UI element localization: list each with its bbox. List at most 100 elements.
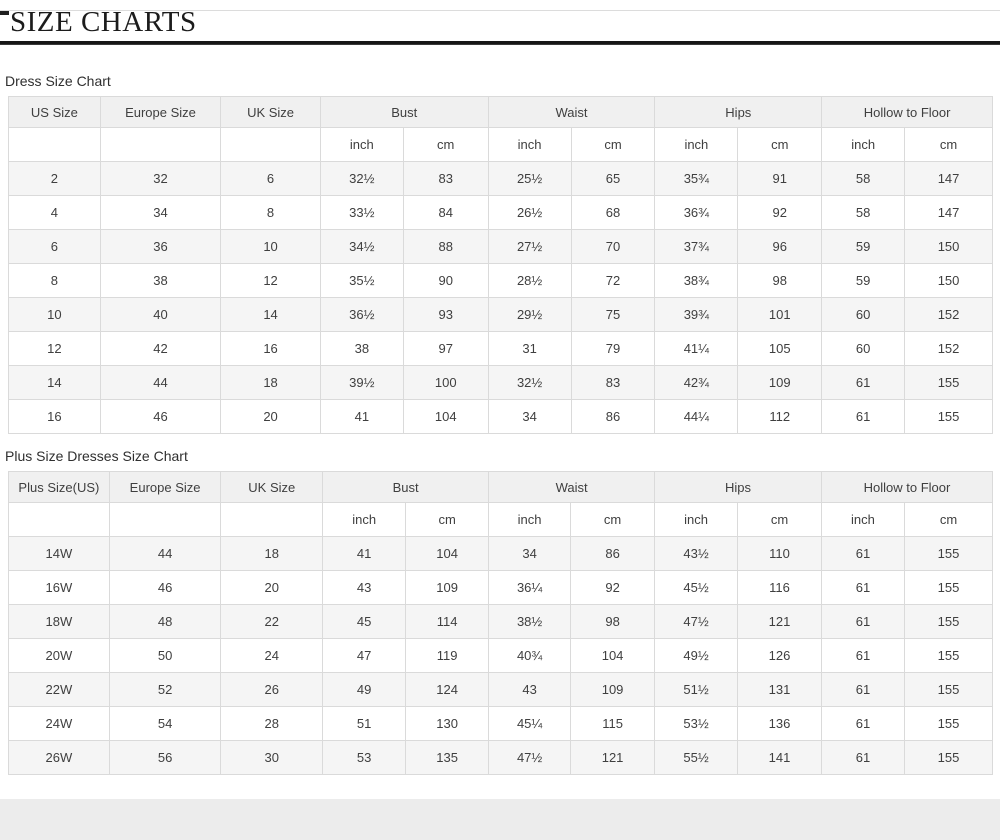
cell-europe-size: 56 xyxy=(108,740,222,775)
cell-us-size: 8 xyxy=(8,263,101,298)
cell-us-size: 6 xyxy=(8,229,101,264)
cell-uk-size: 28 xyxy=(220,706,324,741)
cell-uk-size: 6 xyxy=(220,161,321,196)
plus-size-table: Plus Size(US) Europe Size UK Size Bust Waist… xyxy=(8,471,994,775)
unit-label-inch: inch xyxy=(654,502,739,537)
unit-label-cm: cm xyxy=(903,502,994,537)
cell-plus-size-us: 14W xyxy=(8,536,110,571)
cell-hips-inch: 43½ xyxy=(654,536,739,571)
header-cell-hips: Hips xyxy=(654,96,823,128)
table-row: 12 42 16 38 97 31 79 41¼ 105 60 152 xyxy=(8,331,993,366)
blank-cell xyxy=(220,502,324,537)
header-cell-us-size: US Size xyxy=(8,96,101,128)
cell-hips-inch: 37¾ xyxy=(654,229,739,264)
cell-waist-inch: 32½ xyxy=(487,365,572,400)
group-header-row: US Size Europe Size UK Size Bust Waist Hips Ho… xyxy=(8,96,993,128)
cell-bust-cm: 104 xyxy=(402,399,489,434)
header-cell-waist: Waist xyxy=(488,471,656,503)
cell-hollow-cm: 147 xyxy=(904,161,993,196)
page-title: SIZE CHARTS xyxy=(10,6,197,38)
header-cell-bust: Bust xyxy=(322,471,490,503)
cell-waist-cm: 79 xyxy=(570,331,656,366)
cell-waist-inch: 25½ xyxy=(487,161,572,196)
cell-hollow-inch: 60 xyxy=(821,297,906,332)
cell-waist-inch: 40¾ xyxy=(488,638,572,673)
cell-bust-inch: 45 xyxy=(322,604,407,639)
cell-hips-cm: 109 xyxy=(737,365,823,400)
cell-waist-cm: 83 xyxy=(570,365,656,400)
cell-bust-cm: 114 xyxy=(405,604,490,639)
cell-bust-cm: 135 xyxy=(405,740,490,775)
cell-hollow-cm: 155 xyxy=(903,604,994,639)
cell-bust-inch: 38 xyxy=(319,331,404,366)
cell-plus-size-us: 26W xyxy=(8,740,110,775)
cell-hips-cm: 121 xyxy=(737,604,822,639)
cell-europe-size: 40 xyxy=(99,297,222,332)
cell-hollow-cm: 150 xyxy=(904,229,993,264)
cell-hollow-inch: 58 xyxy=(821,195,906,230)
cell-hips-cm: 131 xyxy=(737,672,822,707)
unit-label-cm: cm xyxy=(402,127,489,162)
cell-hips-cm: 136 xyxy=(737,706,822,741)
cell-bust-cm: 93 xyxy=(402,297,489,332)
top-left-dash xyxy=(0,11,9,15)
cell-plus-size-us: 24W xyxy=(8,706,110,741)
table-row: 10 40 14 36½ 93 29½ 75 39¾ 101 60 152 xyxy=(8,297,993,332)
cell-us-size: 2 xyxy=(8,161,101,196)
cell-waist-inch: 47½ xyxy=(488,740,572,775)
cell-waist-cm: 115 xyxy=(570,706,656,741)
cell-europe-size: 44 xyxy=(108,536,222,571)
blank-cell xyxy=(220,127,321,162)
cell-waist-inch: 36¼ xyxy=(488,570,572,605)
unit-label-cm: cm xyxy=(570,502,656,537)
table-row: 22W 52 26 49 124 43 109 51½ 131 61 155 xyxy=(8,672,994,707)
header-cell-hips: Hips xyxy=(654,471,822,503)
cell-hollow-cm: 155 xyxy=(903,706,994,741)
cell-hollow-cm: 150 xyxy=(904,263,993,298)
cell-hips-cm: 91 xyxy=(737,161,823,196)
cell-hollow-cm: 155 xyxy=(903,672,994,707)
cell-europe-size: 48 xyxy=(108,604,222,639)
header-cell-uk-size: UK Size xyxy=(220,96,321,128)
cell-europe-size: 36 xyxy=(99,229,222,264)
header-cell-bust: Bust xyxy=(319,96,489,128)
blank-cell xyxy=(8,127,101,162)
table-row: 16 46 20 41 104 34 86 44¼ 112 61 155 xyxy=(8,399,993,434)
cell-hollow-cm: 155 xyxy=(903,638,994,673)
cell-bust-cm: 119 xyxy=(405,638,490,673)
cell-hollow-inch: 61 xyxy=(821,672,905,707)
cell-us-size: 14 xyxy=(8,365,101,400)
cell-hips-inch: 41¼ xyxy=(654,331,739,366)
cell-hips-inch: 45½ xyxy=(654,570,739,605)
units-row: inch cm inch cm inch cm inch cm xyxy=(8,502,994,537)
cell-uk-size: 14 xyxy=(220,297,321,332)
cell-bust-cm: 88 xyxy=(402,229,489,264)
cell-hollow-cm: 155 xyxy=(903,536,994,571)
unit-label-cm: cm xyxy=(737,502,822,537)
cell-hips-cm: 110 xyxy=(737,536,822,571)
cell-europe-size: 38 xyxy=(99,263,222,298)
cell-hips-cm: 92 xyxy=(737,195,823,230)
cell-hips-inch: 35¾ xyxy=(654,161,739,196)
cell-bust-cm: 100 xyxy=(402,365,489,400)
cell-hollow-cm: 155 xyxy=(903,570,994,605)
cell-hollow-cm: 152 xyxy=(904,331,993,366)
cell-hollow-inch: 61 xyxy=(821,536,905,571)
cell-bust-cm: 84 xyxy=(402,195,489,230)
cell-hollow-inch: 60 xyxy=(821,331,906,366)
cell-hips-inch: 42¾ xyxy=(654,365,739,400)
cell-hollow-inch: 61 xyxy=(821,399,906,434)
unit-label-cm: cm xyxy=(904,127,993,162)
cell-plus-size-us: 22W xyxy=(8,672,110,707)
header-cell-plus-size-us: Plus Size(US) xyxy=(8,471,110,503)
cell-waist-cm: 104 xyxy=(570,638,656,673)
cell-hollow-cm: 152 xyxy=(904,297,993,332)
cell-plus-size-us: 18W xyxy=(8,604,110,639)
cell-waist-inch: 31 xyxy=(487,331,572,366)
unit-label-cm: cm xyxy=(405,502,490,537)
table-row: 2 32 6 32½ 83 25½ 65 35¾ 91 58 147 xyxy=(8,161,993,196)
cell-waist-inch: 43 xyxy=(488,672,572,707)
cell-hips-inch: 36¾ xyxy=(654,195,739,230)
cell-plus-size-us: 16W xyxy=(8,570,110,605)
cell-hollow-inch: 61 xyxy=(821,365,906,400)
